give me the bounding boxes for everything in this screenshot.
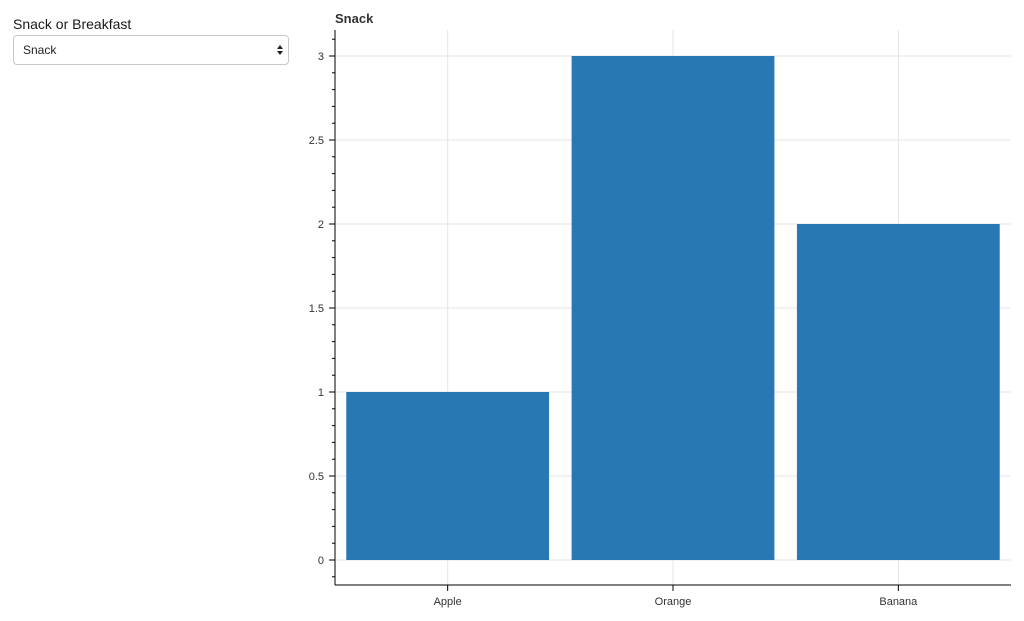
meal-select[interactable]: Snack [13, 35, 289, 65]
bar-orange [571, 56, 775, 560]
x-tick-label: Apple [434, 596, 462, 608]
y-tick-label: 1.5 [309, 303, 324, 315]
x-tick-label: Orange [655, 596, 692, 608]
x-tick-label: Banana [879, 596, 918, 608]
chart-title: Snack [335, 11, 374, 26]
bar-banana [796, 224, 1000, 560]
select-arrows-icon [277, 45, 283, 55]
y-tick-label: 0 [318, 555, 324, 567]
meal-select-label: Snack or Breakfast [13, 16, 132, 32]
y-tick-label: 2.5 [309, 135, 324, 147]
meal-select-widget: Snack or Breakfast Snack [13, 16, 289, 65]
bar-apple [346, 392, 550, 560]
y-tick-label: 2 [318, 219, 324, 231]
y-tick-label: 3 [318, 51, 324, 63]
axes: 0 0.5 1 1.5 2 2.5 3 Apple Orange Banana [309, 30, 1011, 608]
bars [346, 56, 1000, 560]
y-tick-label: 1 [318, 387, 324, 399]
meal-select-value: Snack [23, 43, 57, 57]
y-tick-label: 0.5 [309, 471, 324, 483]
